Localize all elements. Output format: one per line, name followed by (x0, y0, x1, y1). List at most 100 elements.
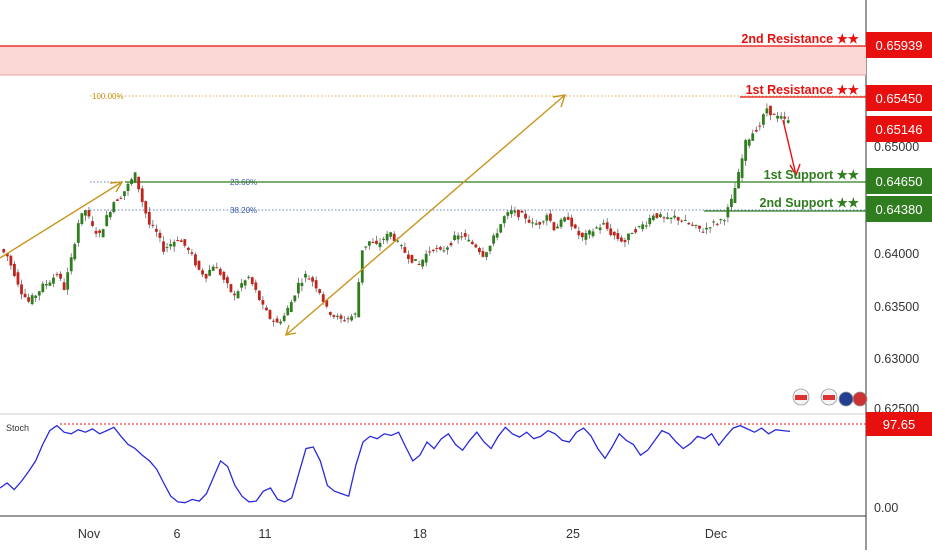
candle-body (147, 211, 151, 225)
candle-body (566, 216, 570, 220)
candle-body (559, 219, 563, 227)
au-flag-icon (838, 391, 854, 407)
candle-body (158, 232, 162, 238)
time-tick-0: Nov (78, 527, 101, 541)
candle-body (66, 272, 70, 290)
candle-body (534, 223, 538, 225)
candle-body (186, 247, 190, 251)
candle-body (236, 291, 240, 299)
candle-body (495, 233, 499, 238)
stoch-pane: Stoch 97.65 0.00 (0, 412, 932, 515)
candle-body (509, 210, 513, 215)
candle-body (23, 293, 27, 298)
candle-body (243, 280, 247, 286)
resistance-1-price-tag (866, 85, 932, 111)
candle-body (488, 245, 492, 252)
candle-body (456, 235, 460, 240)
candle-body (506, 212, 510, 216)
support-1-price: 0.64650 (876, 174, 923, 189)
price-tick-0: 0.65000 (874, 140, 919, 154)
resistance-1-label: 1st Resistance ★★ (746, 83, 860, 97)
candle-body (744, 140, 748, 161)
resistance-zone (0, 46, 866, 75)
candle-body (722, 220, 726, 222)
trend-arrow-1-head (109, 181, 124, 193)
candle-body (375, 240, 378, 244)
candle-body (27, 297, 31, 302)
resistance-2-label: 2nd Resistance ★★ (741, 32, 859, 46)
candle-body (87, 210, 91, 217)
candle-body (754, 129, 758, 132)
current-price-tag (866, 116, 932, 142)
candle-body (786, 120, 790, 123)
candle-body (144, 201, 148, 214)
fib-100-label: 100.00% (92, 92, 124, 101)
candles (2, 103, 790, 327)
candle-body (16, 272, 20, 285)
candle-body (541, 221, 545, 223)
candle-body (467, 239, 471, 242)
drop-arrow (782, 119, 797, 176)
candle-body (307, 278, 311, 280)
candle-body (485, 252, 488, 258)
candle-body (407, 254, 410, 259)
candle-body (758, 125, 762, 127)
candle-body (69, 257, 73, 272)
candle-body (44, 284, 48, 286)
candle-body (577, 230, 581, 236)
candle-body (133, 172, 137, 183)
candle-body (588, 230, 591, 235)
drop-arrow-head (789, 163, 801, 177)
time-tick-3: 18 (413, 527, 427, 541)
candle-body (59, 273, 62, 279)
candle-body (389, 232, 393, 237)
us-flag-stripe-icon-2 (823, 395, 835, 400)
candle-body (254, 282, 258, 290)
candle-body (108, 212, 112, 218)
candle-body (591, 231, 595, 237)
candle-body (279, 321, 283, 324)
candle-body (37, 291, 41, 296)
candle-body (549, 213, 552, 221)
candle-body (705, 227, 708, 230)
candle-body (183, 239, 187, 246)
candle-body (250, 277, 254, 285)
candle-body (91, 221, 94, 226)
candle-body (332, 315, 336, 317)
candle-body (698, 225, 701, 229)
candle-body (115, 199, 119, 201)
candle-body (318, 289, 322, 294)
candle-body (570, 217, 574, 227)
candle-body (648, 217, 652, 225)
candle-body (612, 231, 616, 236)
candle-body (130, 179, 133, 185)
candle-body (644, 225, 648, 227)
candle-body (296, 282, 300, 294)
candle-body (346, 318, 350, 320)
price-tick-3: 0.63000 (874, 352, 919, 366)
candle-body (211, 266, 215, 271)
candle-body (314, 280, 318, 289)
candle-body (190, 252, 194, 254)
candle-body (538, 222, 542, 225)
support-1-price-tag (866, 168, 932, 194)
fib-382-label: 38.20% (230, 206, 257, 215)
candle-body (435, 247, 439, 249)
candle-body (336, 315, 339, 317)
candle-body (438, 247, 442, 250)
candle-body (76, 223, 80, 243)
candle-body (680, 220, 684, 222)
candle-body (20, 284, 23, 295)
support-1-label: 1st Support ★★ (764, 168, 860, 182)
candle-body (584, 233, 588, 240)
candle-body (424, 253, 428, 263)
stoch-tick-0: 0.00 (874, 501, 898, 515)
candle-body (513, 210, 517, 213)
candle-body (261, 300, 265, 305)
candle-body (676, 217, 680, 221)
candle-body (737, 172, 740, 189)
support-2-label: 2nd Support ★★ (760, 196, 860, 210)
candle-body (176, 240, 180, 242)
